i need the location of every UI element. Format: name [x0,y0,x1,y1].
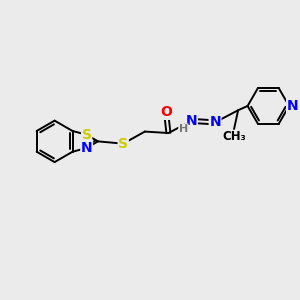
Text: N: N [287,99,298,113]
Text: S: S [118,137,128,151]
Text: S: S [82,128,92,142]
Text: CH₃: CH₃ [222,130,246,143]
Text: N: N [81,141,92,155]
Text: N: N [209,116,221,129]
Text: O: O [160,105,172,119]
Text: N: N [186,114,197,128]
Text: H: H [179,124,188,134]
